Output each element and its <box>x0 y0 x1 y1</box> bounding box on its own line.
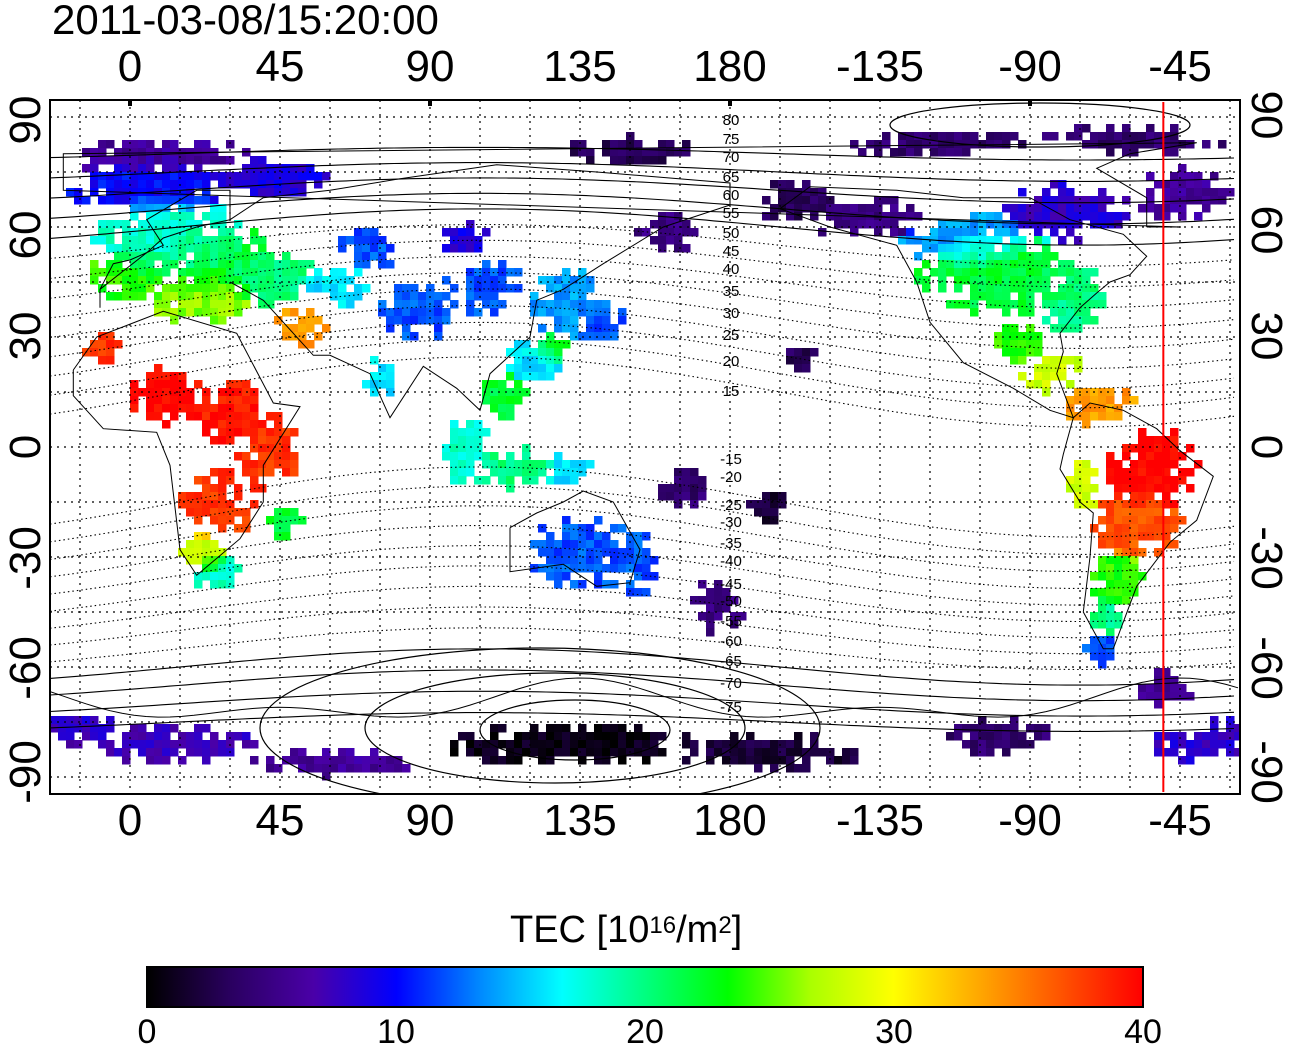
magnetic-lat-label: 45 <box>723 243 740 260</box>
magnetic-lat-label: -30 <box>720 514 742 531</box>
magnetic-lat-label: -50 <box>720 593 742 610</box>
magnetic-lat-label: -35 <box>720 535 742 552</box>
magnetic-lat-label: -45 <box>720 576 742 593</box>
map-frame <box>49 99 1241 795</box>
colorbar-title-prefix: TEC [10 <box>510 909 650 951</box>
magnetic-lat-label: -65 <box>720 653 742 670</box>
magnetic-lat-label: -60 <box>720 633 742 650</box>
magnetic-lat-label: 20 <box>723 353 740 370</box>
timestamp-title: 2011-03-08/15:20:00 <box>52 0 439 43</box>
magnetic-lat-label: 25 <box>723 327 740 344</box>
colorbar-tick-label: 40 <box>1124 1013 1162 1051</box>
bottom-lon-label: 0 <box>117 796 143 845</box>
magnetic-lat-label: 35 <box>723 283 740 300</box>
magnetic-lat-label: 75 <box>723 131 740 148</box>
colorbar-title-suffix: ] <box>731 909 743 951</box>
magnetic-lat-label: 65 <box>723 169 740 186</box>
bottom-lon-label: 135 <box>543 796 617 845</box>
magnetic-lat-label: 60 <box>723 187 740 204</box>
magnetic-lat-label: 80 <box>723 112 740 129</box>
top-lon-label: 90 <box>405 42 455 91</box>
magnetic-lat-label: -55 <box>720 613 742 630</box>
magnetic-lat-label: -15 <box>720 451 742 468</box>
colorbar-title-unit: /m <box>676 909 719 951</box>
magnetic-lat-label: 50 <box>723 225 740 242</box>
colorbar-tick-label: 30 <box>875 1013 913 1051</box>
bottom-lon-label: 90 <box>405 796 455 845</box>
magnetic-lat-label: -25 <box>720 497 742 514</box>
tec-colorbar <box>146 966 1144 1008</box>
magnetic-latitude-labels: 8075706560555045403530252015-15-20-25-30… <box>720 112 742 716</box>
top-lon-label: -135 <box>835 42 925 91</box>
bottom-lon-label: 180 <box>693 796 767 845</box>
magnetic-lat-label: -40 <box>720 553 742 570</box>
tec-world-map: 8075706560555045403530252015-15-20-25-30… <box>49 99 1241 795</box>
magnetic-lat-label: -70 <box>720 675 742 692</box>
top-lon-label: -90 <box>998 42 1062 91</box>
magnetic-lat-label: -75 <box>720 699 742 716</box>
colorbar-title-unit-exponent: 2 <box>718 912 732 939</box>
colorbar-tick-label: 0 <box>137 1013 157 1051</box>
top-lon-label: 45 <box>255 42 305 91</box>
colorbar-tick-label: 10 <box>377 1013 415 1051</box>
coastlines <box>50 142 1239 718</box>
top-lon-label: 135 <box>543 42 617 91</box>
magnetic-lat-label: -20 <box>720 469 742 486</box>
magnetic-lat-label: 55 <box>723 205 740 222</box>
top-lon-label: 180 <box>693 42 767 91</box>
colorbar-tick-label: 20 <box>626 1013 664 1051</box>
bottom-lon-label: -45 <box>1148 796 1212 845</box>
bottom-lon-label: -90 <box>998 796 1062 845</box>
bottom-lon-label: 45 <box>255 796 305 845</box>
colorbar-title-exponent: 16 <box>649 912 677 939</box>
top-lon-label: -45 <box>1148 42 1212 91</box>
magnetic-lat-label: 70 <box>723 149 740 166</box>
magnetic-lat-label: 40 <box>723 261 740 278</box>
bottom-lon-label: -135 <box>835 796 925 845</box>
magnetic-lat-label: 15 <box>723 383 740 400</box>
colorbar-title: TEC [1016/m2] <box>510 908 742 952</box>
magnetic-lat-label: 30 <box>723 305 740 322</box>
magnetic-latitude-contours <box>50 102 1235 794</box>
top-lon-label: 0 <box>117 42 143 91</box>
